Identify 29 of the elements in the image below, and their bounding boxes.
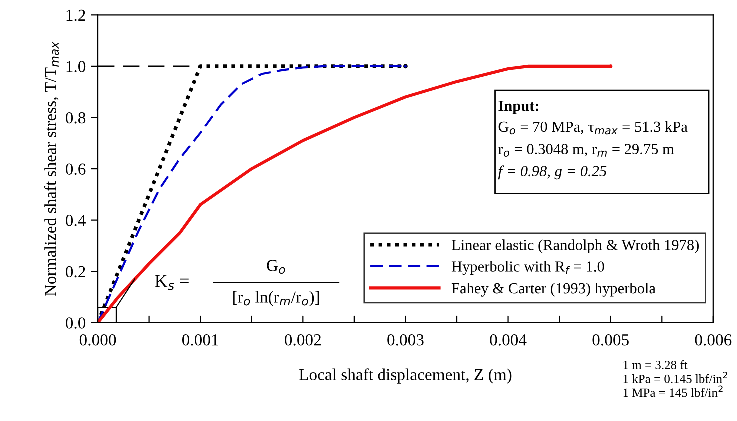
annotation: r$_{o}$ = 0.3048 m, r$_{m}$ = 29.75 m — [498, 144, 674, 157]
x-tick-label: 0.004 — [490, 334, 527, 346]
text: 1 MPa = 145 lbf/in$^{2}$ — [624, 386, 723, 398]
legend-label: Hyperbolic with R$_{f}$ = 1.0 — [452, 261, 604, 276]
y-tick-label: 1.0 — [66, 61, 86, 72]
y-tick-label: 0.2 — [66, 266, 86, 278]
x-tick-label: 0.006 — [695, 334, 732, 346]
annotation: K$_{s}$ = — [155, 275, 189, 290]
text: 1 m = 3.28 ft — [624, 360, 688, 370]
y-tick-label: 1.2 — [66, 10, 86, 22]
annotation: f = 0.98, g = 0.25 — [498, 166, 607, 180]
annotation: [r$_{o}$ ln(r$_{m}$/r$_{o}$)] — [234, 291, 320, 306]
legend-label: Linear elastic (Randolph & Wroth 1978) — [452, 240, 699, 254]
x-tick-label: 0.000 — [80, 334, 116, 346]
annotation: Input: — [498, 101, 538, 114]
x-tick-label: 0.005 — [592, 334, 629, 346]
x-axis-title: Local shaft displacement, Z (m) — [300, 368, 512, 384]
y-axis-title: Normalized shaft shear stress, T/T$_{max}$ — [44, 42, 60, 296]
annotation: G$_{o}$ — [267, 260, 286, 274]
x-tick-label: 0.002 — [285, 334, 321, 346]
y-tick-label: 0.0 — [66, 318, 86, 329]
x-tick-label: 0.003 — [388, 334, 424, 346]
legend-label: Fahey & Carter (1993) hyperbola — [452, 282, 656, 297]
x-tick-label: 0.001 — [182, 334, 218, 346]
y-tick-label: 0.8 — [66, 112, 86, 124]
y-tick-label: 0.4 — [66, 215, 86, 226]
y-tick-label: 0.6 — [66, 164, 86, 176]
text: 1 kPa = 0.145 lbf/in$^{2}$ — [624, 372, 728, 384]
annotation: G$_{o}$ = 70 MPa, τ$_{max}$ = 51.3 kPa — [498, 121, 688, 135]
